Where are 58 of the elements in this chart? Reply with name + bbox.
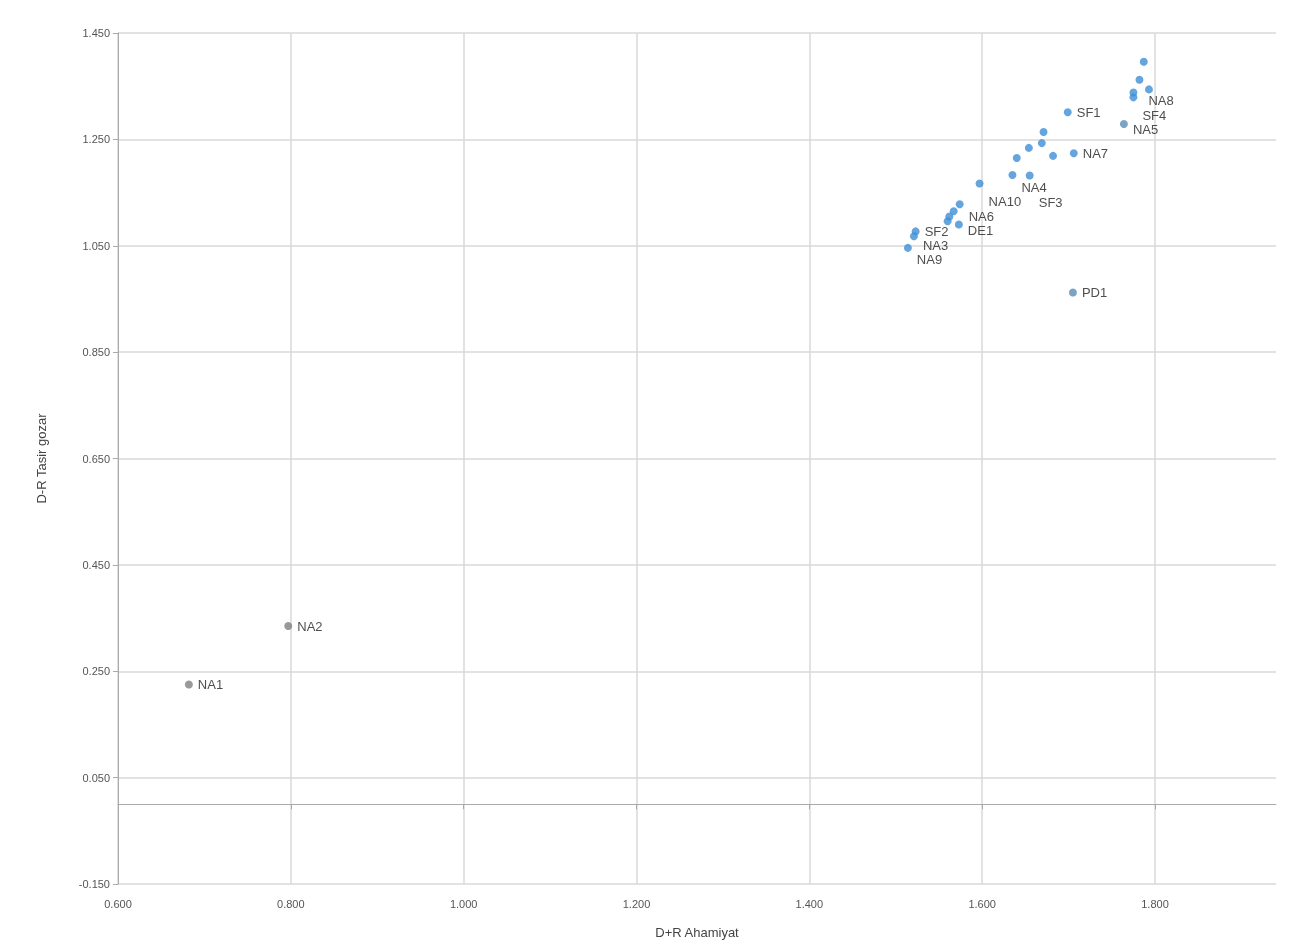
point — [284, 622, 293, 631]
point — [1037, 139, 1046, 148]
x-tick-label: 1.200 — [622, 897, 651, 910]
y-tick-label: 0.650 — [82, 452, 110, 465]
annotation: NA10 — [988, 194, 1022, 210]
annotation: NA7 — [1082, 145, 1109, 161]
point — [955, 200, 964, 209]
y-tick-label: 0.250 — [82, 665, 110, 678]
point — [1119, 119, 1128, 128]
y-axis-title: D-R Tasir gozar — [34, 412, 49, 504]
point — [1024, 143, 1033, 152]
point — [1039, 127, 1048, 136]
annotation: PD1 — [1081, 285, 1108, 301]
point — [954, 220, 963, 229]
point — [1135, 75, 1144, 84]
point — [975, 179, 984, 188]
point — [949, 207, 958, 216]
annotation: NA1 — [197, 677, 224, 693]
annotation: SF2 — [924, 223, 949, 239]
annotation: SF1 — [1076, 104, 1101, 120]
annotation: NA4 — [1021, 179, 1047, 195]
point — [1144, 85, 1153, 94]
x-tick-label: 1.400 — [795, 897, 824, 910]
annotation: NA9 — [916, 252, 943, 268]
point — [943, 217, 952, 226]
annotation: NA3 — [922, 237, 949, 253]
y-tick-label: 0.450 — [82, 558, 110, 571]
x-tick-label: 0.800 — [277, 897, 305, 910]
annotation: SF3 — [1038, 195, 1063, 211]
y-tick-label: 0.850 — [82, 346, 110, 359]
y-tick-label: 1.050 — [82, 239, 110, 252]
point — [1008, 171, 1017, 180]
point — [1063, 108, 1072, 117]
point — [184, 680, 193, 689]
x-tick-label: 1.000 — [449, 897, 478, 910]
point — [1049, 151, 1058, 160]
x-axis-title: D+R Ahamiyat — [655, 925, 740, 940]
point — [1069, 149, 1078, 158]
y-tick-label: -0.150 — [78, 878, 110, 890]
annotation: DE1 — [967, 222, 994, 238]
point — [1025, 171, 1034, 180]
point — [1139, 57, 1148, 66]
y-tick-label: 1.450 — [82, 27, 110, 39]
x-tick-label: 1.600 — [968, 897, 996, 910]
point — [1068, 288, 1077, 297]
point — [1129, 93, 1138, 102]
point — [903, 243, 912, 252]
annotation: NA6 — [968, 208, 995, 224]
x-tick-label: 0.600 — [104, 897, 132, 910]
x-tick-label: 1.800 — [1141, 897, 1169, 910]
annotation: NA5 — [1132, 122, 1159, 138]
point — [1012, 153, 1021, 162]
point — [909, 232, 918, 241]
annotation: NA8 — [1148, 93, 1174, 109]
y-tick-label: 1.250 — [82, 133, 110, 146]
y-tick-label: 0.050 — [82, 771, 110, 784]
annotation: SF4 — [1142, 107, 1167, 123]
annotation: NA2 — [297, 618, 323, 634]
